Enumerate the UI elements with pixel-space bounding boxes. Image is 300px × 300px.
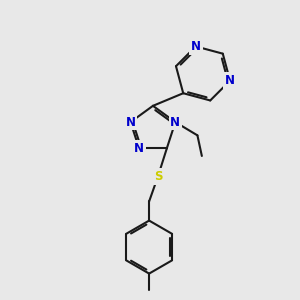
Text: N: N [125, 116, 136, 129]
Text: N: N [225, 74, 235, 87]
Text: S: S [154, 170, 162, 183]
Text: N: N [191, 40, 201, 53]
Text: N: N [170, 116, 180, 129]
Text: N: N [134, 142, 144, 155]
